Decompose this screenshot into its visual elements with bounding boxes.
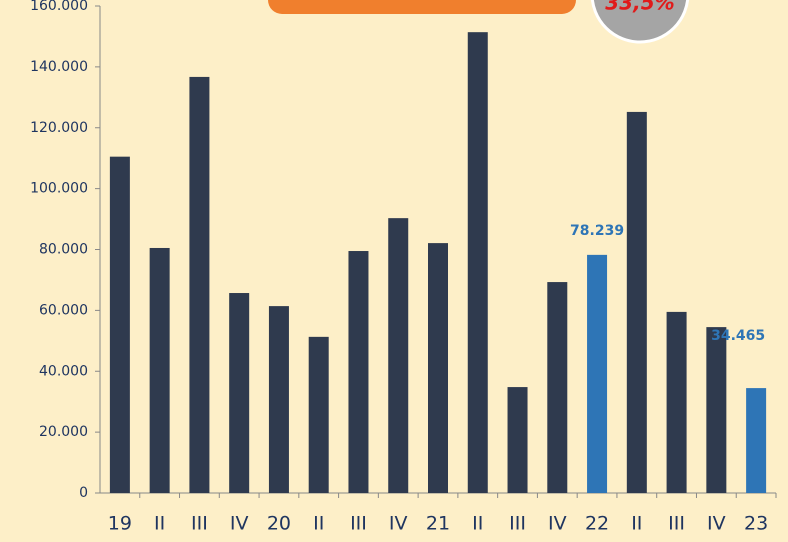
y-tick-label: 0 bbox=[79, 485, 88, 501]
bar bbox=[189, 76, 210, 493]
x-tick-label: III bbox=[350, 513, 367, 535]
x-tick-label: II bbox=[154, 513, 165, 535]
bar bbox=[308, 336, 329, 493]
x-tick-label: 19 bbox=[108, 513, 132, 535]
bar bbox=[666, 311, 687, 493]
annotation: 33,5% bbox=[605, 0, 674, 15]
bar bbox=[626, 111, 647, 494]
y-tick-label: 120.000 bbox=[30, 120, 88, 136]
x-tick-label: II bbox=[313, 513, 324, 535]
bar bbox=[268, 306, 289, 493]
bar bbox=[746, 388, 767, 493]
x-tick-label: III bbox=[191, 513, 208, 535]
bar bbox=[149, 247, 170, 493]
bar bbox=[388, 218, 409, 494]
bar bbox=[706, 327, 727, 493]
bar bbox=[547, 282, 568, 493]
x-tick-label: III bbox=[509, 513, 526, 535]
badge bbox=[590, 0, 690, 44]
y-tick-label: 80.000 bbox=[39, 242, 88, 258]
bar bbox=[348, 251, 369, 493]
x-tick-label: IV bbox=[707, 513, 726, 535]
x-tick-label: IV bbox=[230, 513, 249, 535]
bar bbox=[587, 254, 608, 493]
value-label: 78.239 bbox=[570, 223, 624, 239]
y-tick-label: 40.000 bbox=[39, 363, 88, 379]
y-tick-label: 60.000 bbox=[39, 302, 88, 318]
x-tick-label: 20 bbox=[267, 513, 291, 535]
x-tick-label: II bbox=[631, 513, 642, 535]
bar bbox=[229, 293, 250, 493]
bar bbox=[109, 156, 130, 493]
x-tick-label: 22 bbox=[585, 513, 609, 535]
x-tick-label: IV bbox=[389, 513, 408, 535]
x-tick-label: 23 bbox=[744, 513, 768, 535]
y-tick-label: 140.000 bbox=[30, 59, 88, 75]
value-label: 34.465 bbox=[711, 328, 765, 344]
y-tick-label: 160.000 bbox=[30, 0, 88, 14]
bar bbox=[428, 243, 448, 493]
y-tick-label: 20.000 bbox=[39, 424, 88, 440]
x-tick-label: III bbox=[668, 513, 685, 535]
bar bbox=[467, 32, 488, 494]
x-tick-label: IV bbox=[548, 513, 567, 535]
y-tick-label: 100.000 bbox=[30, 181, 88, 197]
x-tick-label: 21 bbox=[426, 513, 450, 535]
bar bbox=[507, 387, 528, 493]
banner bbox=[268, 0, 576, 14]
x-tick-label: II bbox=[472, 513, 483, 535]
